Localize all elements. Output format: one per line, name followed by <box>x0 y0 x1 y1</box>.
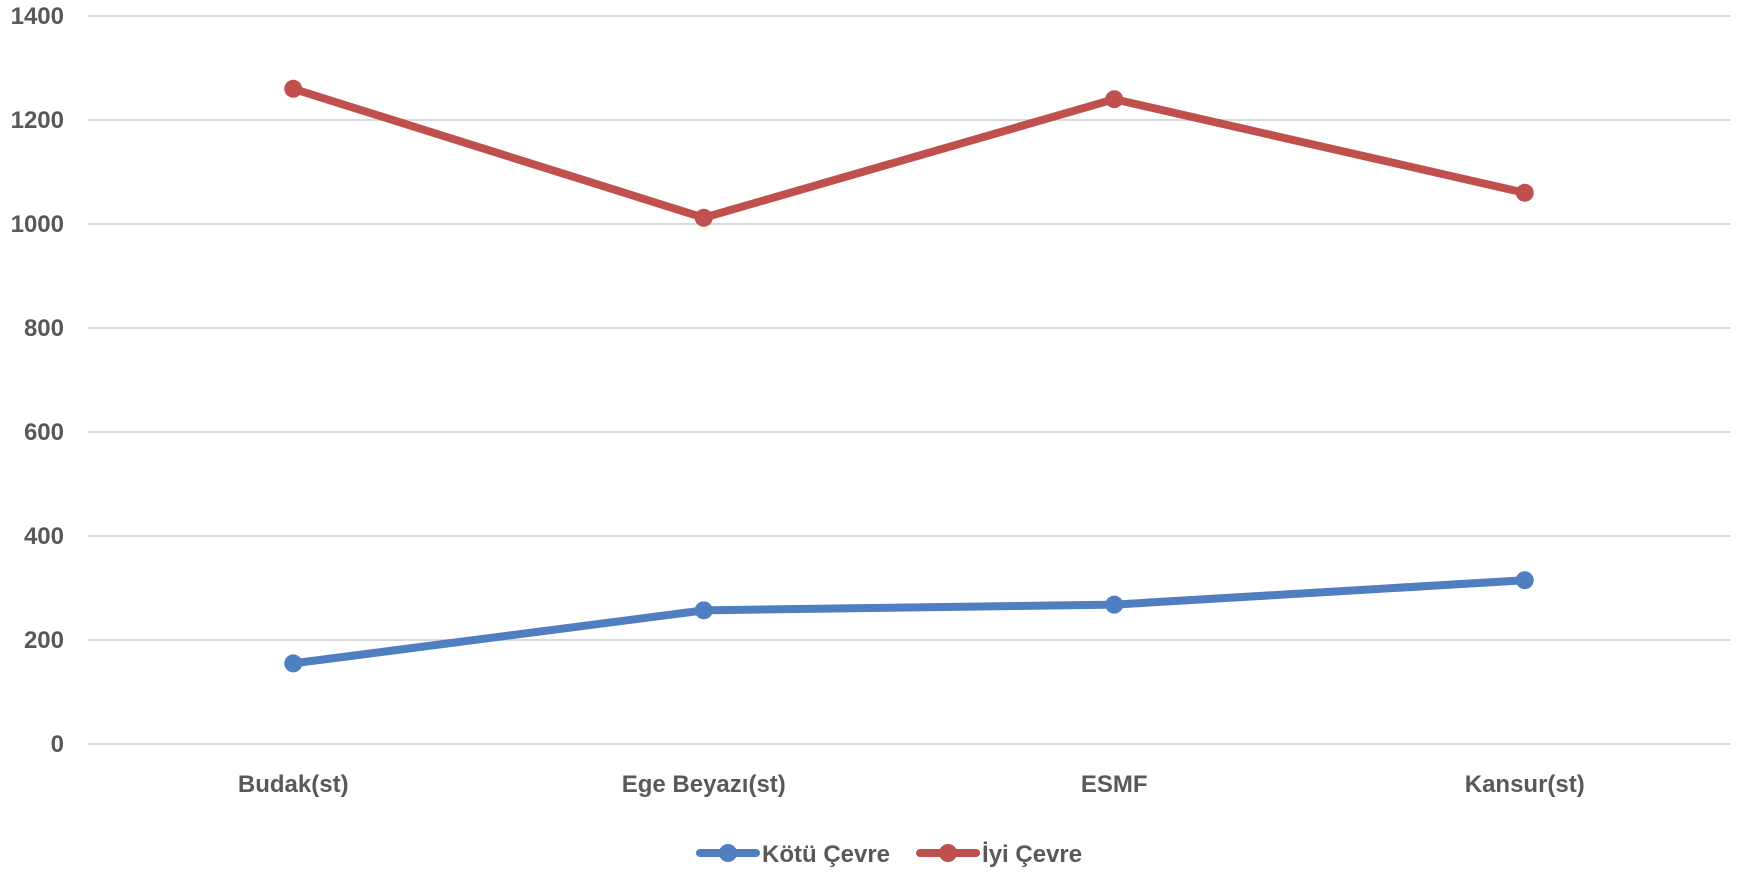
data-point <box>1515 183 1534 202</box>
x-category-label: ESMF <box>1081 771 1148 798</box>
x-axis-category-labels: Budak(st) Ege Beyazı(st) ESMF Kansur(st) <box>238 771 1585 798</box>
y-tick-label: 0 <box>51 731 64 758</box>
legend-label: Kötü Çevre <box>762 841 890 868</box>
data-point <box>694 208 713 227</box>
series-lines <box>284 79 1534 673</box>
y-tick-label: 1400 <box>11 3 64 30</box>
data-point <box>1515 571 1534 590</box>
series-line <box>289 576 1529 668</box>
data-point <box>1105 90 1124 109</box>
legend-item: Kötü Çevre <box>696 841 890 868</box>
y-tick-label: 400 <box>24 523 64 550</box>
y-tick-label: 1200 <box>11 107 64 134</box>
data-point <box>284 79 303 98</box>
y-tick-label: 200 <box>24 627 64 654</box>
series-line <box>289 84 1529 222</box>
y-tick-label: 1000 <box>11 211 64 238</box>
legend-item: İyi Çevre <box>916 841 1082 868</box>
y-tick-label: 800 <box>24 315 64 342</box>
data-point <box>1105 595 1124 614</box>
legend: Kötü Çevre İyi Çevre <box>696 841 1082 868</box>
gridlines <box>88 15 1730 745</box>
x-category-label: Ege Beyazı(st) <box>622 771 786 798</box>
y-axis-tick-labels: 0 200 400 600 800 1000 1200 1400 <box>11 3 64 758</box>
data-point <box>694 601 713 620</box>
data-point <box>284 654 303 673</box>
legend-label: İyi Çevre <box>982 841 1082 868</box>
x-category-label: Budak(st) <box>238 771 349 798</box>
legend-swatch-marker <box>939 844 958 862</box>
legend-swatch-marker <box>719 844 737 862</box>
x-category-label: Kansur(st) <box>1465 771 1585 798</box>
series-1 <box>284 79 1534 227</box>
y-tick-label: 600 <box>24 419 64 446</box>
series-0 <box>284 571 1534 673</box>
